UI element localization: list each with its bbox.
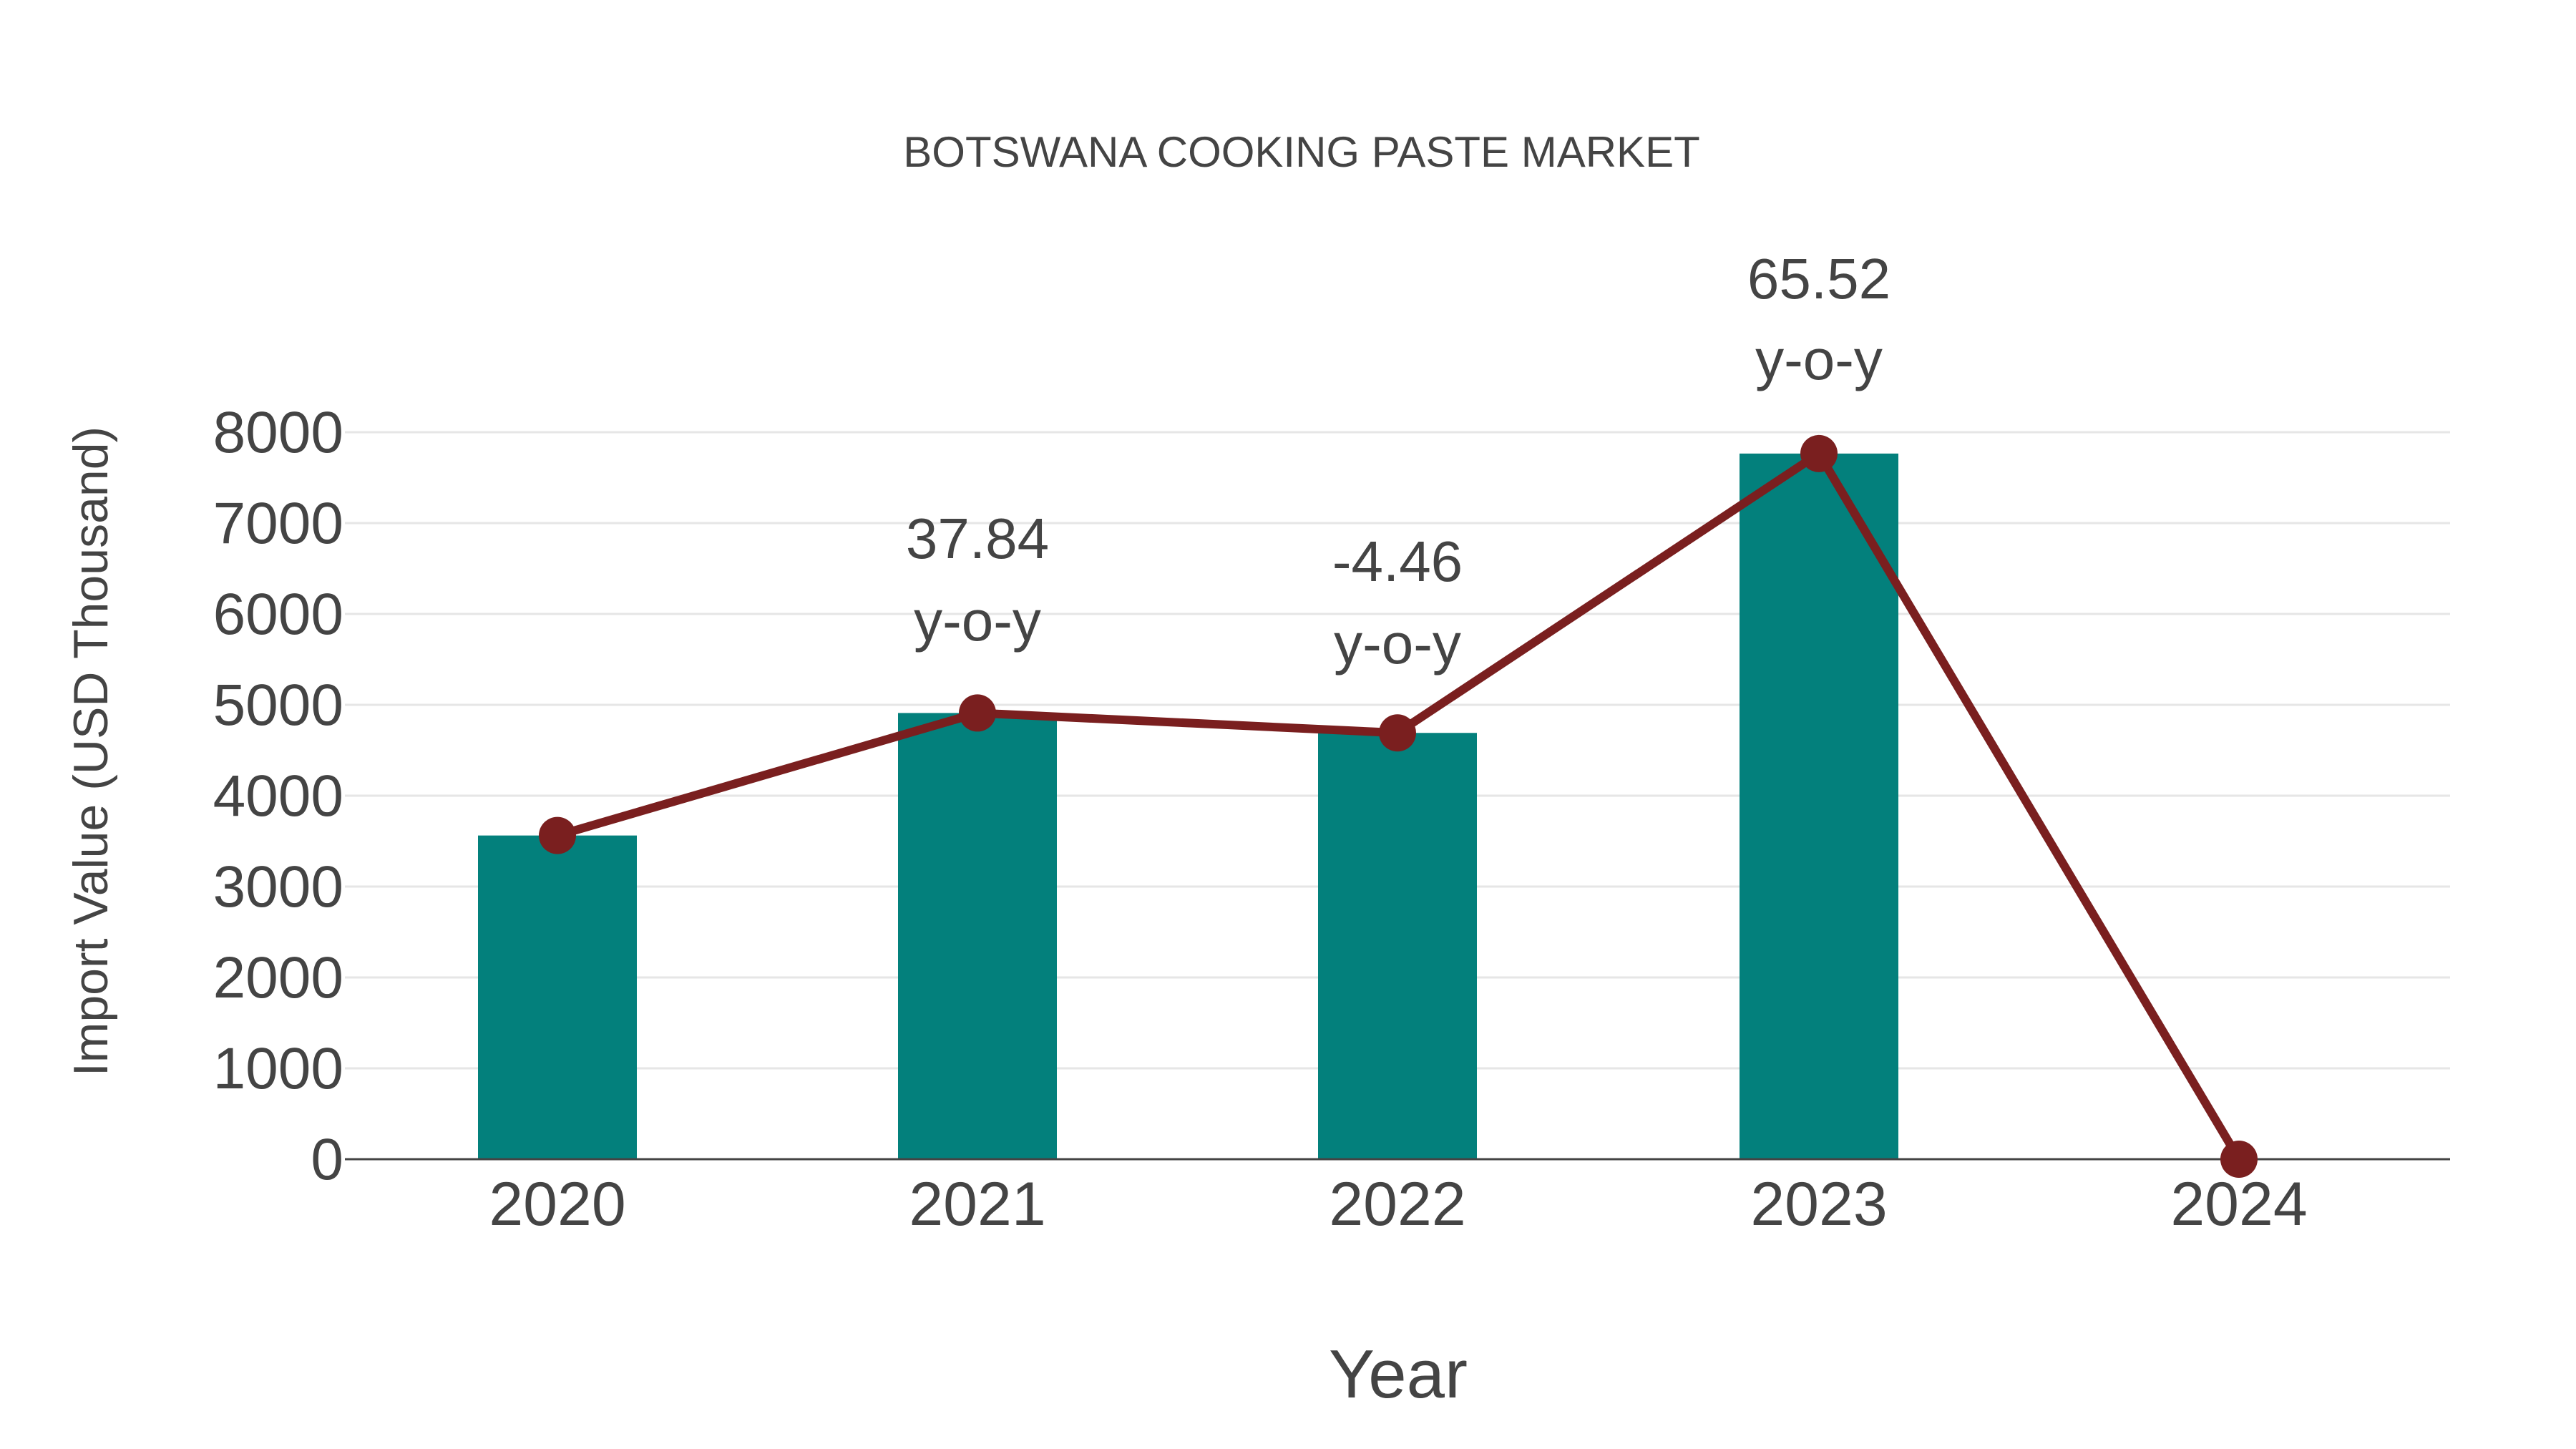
trend-line bbox=[539, 434, 2258, 1178]
line-marker bbox=[539, 816, 576, 854]
annotation-suffix: y-o-y bbox=[914, 589, 1041, 653]
bar bbox=[1740, 453, 1898, 1159]
annotation-suffix: y-o-y bbox=[1334, 612, 1461, 675]
x-tick-label: 2023 bbox=[1750, 1170, 1887, 1239]
x-tick-label: 2020 bbox=[489, 1170, 625, 1239]
y-tick-label: 1000 bbox=[213, 1036, 343, 1101]
bar bbox=[898, 713, 1057, 1159]
x-tick-label: 2024 bbox=[2170, 1170, 2307, 1239]
y-tick-label: 4000 bbox=[213, 763, 343, 829]
x-tick-label: 2021 bbox=[909, 1170, 1045, 1239]
x-axis-ticks: 2020 2021 2022 2023 2024 bbox=[489, 1170, 2307, 1239]
yoy-annotations: 37.84 y-o-y -4.46 y-o-y 65.52 y-o-y bbox=[906, 247, 1890, 675]
line-marker bbox=[1379, 714, 1416, 752]
bar bbox=[1318, 733, 1477, 1159]
line-marker bbox=[959, 694, 996, 732]
y-tick-label: 0 bbox=[311, 1127, 343, 1192]
annotation-value: 65.52 bbox=[1747, 247, 1890, 311]
annotation-value: -4.46 bbox=[1332, 530, 1463, 593]
chart-title: BOTSWANA COOKING PASTE MARKET bbox=[903, 128, 1700, 176]
bars bbox=[478, 453, 1898, 1159]
x-axis-label: Year bbox=[1329, 1336, 1468, 1413]
annotation-value: 37.84 bbox=[906, 507, 1049, 570]
line-marker bbox=[1800, 434, 1838, 472]
annotation-suffix: y-o-y bbox=[1755, 328, 1883, 391]
y-tick-label: 2000 bbox=[213, 945, 343, 1010]
y-tick-label: 8000 bbox=[213, 400, 343, 465]
y-axis-label: Import Value (USD Thousand) bbox=[64, 426, 118, 1076]
y-tick-label: 6000 bbox=[213, 582, 343, 647]
y-tick-label: 3000 bbox=[213, 854, 343, 919]
y-tick-label: 5000 bbox=[213, 673, 343, 738]
bar bbox=[478, 835, 637, 1159]
x-tick-label: 2022 bbox=[1329, 1170, 1465, 1239]
y-axis-ticks: 0 1000 2000 3000 4000 5000 6000 7000 8000 bbox=[213, 400, 343, 1192]
y-tick-label: 7000 bbox=[213, 491, 343, 556]
line-marker bbox=[2220, 1141, 2258, 1178]
